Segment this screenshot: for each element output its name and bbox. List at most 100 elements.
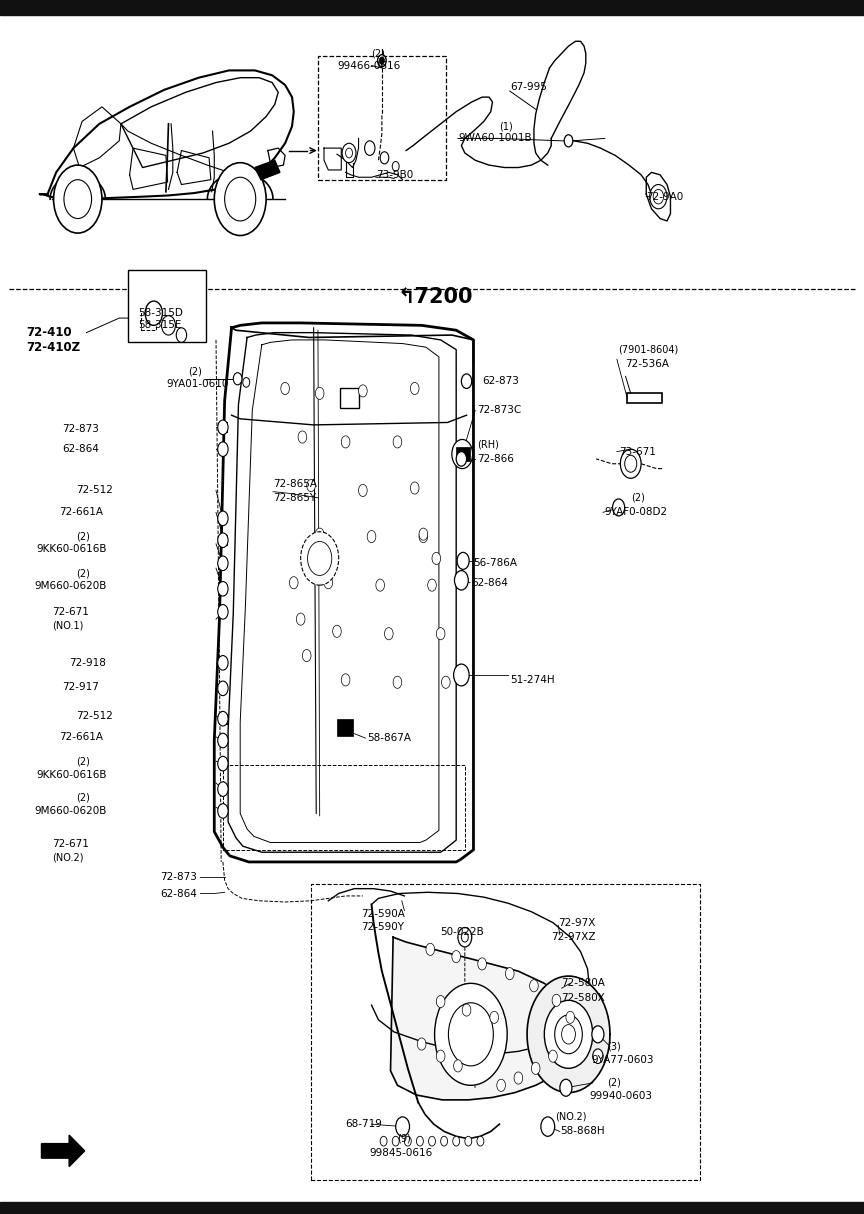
Circle shape — [384, 628, 393, 640]
Circle shape — [379, 57, 384, 64]
Text: 72-97X: 72-97X — [558, 918, 595, 927]
Circle shape — [393, 676, 402, 688]
Circle shape — [376, 579, 384, 591]
Circle shape — [497, 1079, 505, 1091]
Circle shape — [145, 301, 162, 325]
Text: (7901-8604): (7901-8604) — [619, 345, 679, 354]
Circle shape — [367, 531, 376, 543]
Text: 67-995: 67-995 — [510, 83, 547, 92]
Circle shape — [307, 480, 315, 492]
Circle shape — [333, 625, 341, 637]
Circle shape — [324, 577, 333, 589]
Circle shape — [549, 1050, 557, 1062]
Text: 9KK60-0616B: 9KK60-0616B — [36, 770, 107, 779]
Text: 99940-0603: 99940-0603 — [589, 1091, 652, 1101]
Text: (2): (2) — [631, 493, 645, 503]
Text: (1): (1) — [499, 121, 513, 131]
Circle shape — [419, 531, 428, 543]
Polygon shape — [255, 160, 280, 180]
Bar — [0, 1202, 864, 1214]
Text: 9M660-0620B: 9M660-0620B — [35, 806, 107, 816]
Circle shape — [218, 711, 228, 726]
Text: ↰7200: ↰7200 — [397, 288, 473, 307]
Circle shape — [441, 1136, 448, 1146]
Text: 72-865Y: 72-865Y — [273, 493, 316, 503]
Circle shape — [417, 1038, 426, 1050]
Text: (2): (2) — [76, 756, 90, 766]
Circle shape — [436, 995, 445, 1008]
Text: 73-671: 73-671 — [619, 447, 656, 456]
Text: (NO.1): (NO.1) — [52, 620, 83, 630]
Circle shape — [176, 328, 187, 342]
Text: 62-864: 62-864 — [160, 889, 197, 898]
Circle shape — [555, 1015, 582, 1054]
Circle shape — [428, 579, 436, 591]
Circle shape — [456, 452, 467, 466]
Circle shape — [566, 1011, 575, 1023]
Text: 62-873: 62-873 — [482, 376, 519, 386]
Circle shape — [653, 189, 664, 204]
Bar — [0, 0, 864, 15]
Circle shape — [650, 185, 667, 209]
Circle shape — [54, 165, 102, 233]
Circle shape — [454, 664, 469, 686]
Text: (RH): (RH) — [477, 439, 499, 449]
Circle shape — [243, 378, 250, 387]
Circle shape — [359, 484, 367, 497]
Circle shape — [435, 983, 507, 1085]
Circle shape — [214, 163, 266, 236]
Bar — [219, 422, 227, 432]
Text: 72-9A0: 72-9A0 — [646, 192, 683, 202]
Circle shape — [531, 1062, 540, 1074]
Circle shape — [392, 1136, 399, 1146]
Text: 58-315D: 58-315D — [138, 308, 183, 318]
Text: 72-536A: 72-536A — [626, 359, 670, 369]
Circle shape — [426, 943, 435, 955]
Polygon shape — [391, 937, 581, 1100]
Circle shape — [410, 382, 419, 395]
Text: 72-410: 72-410 — [26, 327, 72, 339]
Circle shape — [419, 528, 428, 540]
Circle shape — [380, 1136, 387, 1146]
Circle shape — [289, 577, 298, 589]
Text: 9YA01-0610: 9YA01-0610 — [166, 379, 228, 388]
Circle shape — [359, 385, 367, 397]
Text: (2): (2) — [607, 1078, 621, 1088]
Circle shape — [477, 1136, 484, 1146]
Circle shape — [315, 387, 324, 399]
Text: 58-868H: 58-868H — [560, 1127, 605, 1136]
Text: 72-410Z: 72-410Z — [26, 341, 80, 353]
Text: 72-580X: 72-580X — [562, 993, 606, 1003]
Text: 72-590A: 72-590A — [361, 909, 405, 919]
Circle shape — [341, 436, 350, 448]
Text: 9M660-0620B: 9M660-0620B — [35, 582, 107, 591]
Circle shape — [378, 55, 386, 67]
Circle shape — [410, 482, 419, 494]
Circle shape — [218, 533, 228, 548]
Circle shape — [218, 442, 228, 456]
Circle shape — [393, 436, 402, 448]
Polygon shape — [527, 976, 610, 1093]
Text: 72-580A: 72-580A — [562, 978, 606, 988]
Circle shape — [541, 1117, 555, 1136]
Circle shape — [592, 1026, 604, 1043]
Text: 72-865A: 72-865A — [273, 480, 317, 489]
Circle shape — [564, 135, 573, 147]
Circle shape — [342, 143, 356, 163]
Circle shape — [296, 613, 305, 625]
Text: 72-512: 72-512 — [76, 486, 113, 495]
Circle shape — [416, 1136, 423, 1146]
Bar — [456, 447, 470, 461]
Text: 72-512: 72-512 — [76, 711, 113, 721]
Circle shape — [218, 733, 228, 748]
Circle shape — [404, 1136, 411, 1146]
Circle shape — [457, 552, 469, 569]
Circle shape — [552, 994, 561, 1006]
Text: (3): (3) — [607, 1042, 621, 1051]
Circle shape — [392, 161, 399, 171]
Text: 68-719: 68-719 — [346, 1119, 383, 1129]
Text: (2): (2) — [188, 367, 202, 376]
Circle shape — [346, 148, 353, 158]
Circle shape — [530, 980, 538, 992]
Text: 72-661A: 72-661A — [59, 732, 103, 742]
